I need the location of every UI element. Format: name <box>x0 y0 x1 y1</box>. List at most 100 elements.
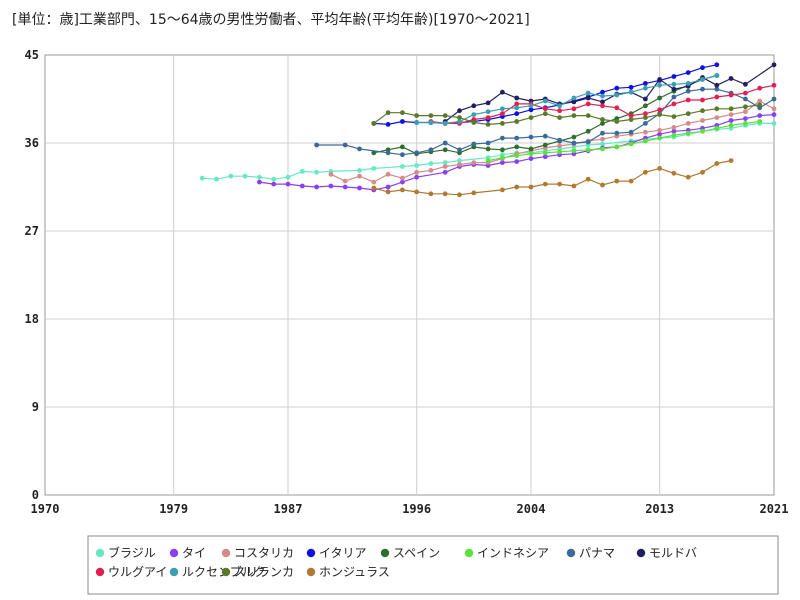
data-point <box>728 118 734 123</box>
legend-marker <box>169 548 179 558</box>
legend: ブラジルタイコスタリカイタリアスペインインドネシアパナマモルドバウルグアイルクセ… <box>95 545 697 579</box>
data-point <box>500 160 505 166</box>
data-point <box>514 111 520 117</box>
plot-area <box>44 54 775 496</box>
data-point <box>314 184 319 190</box>
data-point <box>671 132 677 138</box>
legend-item: ホンジュラス <box>306 565 390 579</box>
data-point <box>714 86 720 92</box>
data-point <box>542 133 548 139</box>
data-point <box>314 169 319 175</box>
data-point <box>700 169 705 175</box>
data-point <box>657 77 662 82</box>
data-point <box>743 121 748 126</box>
data-point <box>357 173 362 179</box>
data-point <box>600 121 605 126</box>
legend-marker <box>464 548 474 558</box>
data-point <box>571 134 577 140</box>
data-point <box>528 151 534 157</box>
x-tick-label: 1970 <box>31 502 60 516</box>
data-point <box>242 173 248 179</box>
data-point <box>342 142 348 148</box>
data-point <box>628 129 634 135</box>
data-point <box>757 102 763 108</box>
data-point <box>571 95 577 101</box>
data-point <box>500 111 505 117</box>
data-point <box>457 147 462 153</box>
data-point <box>571 113 577 118</box>
data-point <box>628 178 634 184</box>
data-point <box>457 115 462 120</box>
data-point <box>643 138 648 144</box>
data-point <box>442 169 448 175</box>
data-point <box>342 184 348 190</box>
data-point <box>757 113 763 118</box>
data-point <box>485 146 491 152</box>
data-point <box>557 143 562 149</box>
data-point <box>357 168 362 173</box>
data-point <box>442 113 448 118</box>
data-point <box>485 109 491 115</box>
data-point <box>600 89 605 95</box>
legend-item: イタリア <box>306 546 367 560</box>
data-point <box>728 112 734 117</box>
data-point <box>299 183 305 189</box>
data-point <box>571 183 577 189</box>
data-point <box>585 128 591 134</box>
data-point <box>442 191 448 197</box>
data-point <box>471 103 477 109</box>
data-point <box>728 158 734 164</box>
data-point <box>514 119 520 124</box>
y-tick-label: 36 <box>25 136 39 150</box>
data-point <box>743 116 748 121</box>
data-point <box>400 164 405 169</box>
data-point <box>685 70 691 75</box>
data-point <box>714 82 720 88</box>
data-point <box>685 121 691 126</box>
data-point <box>600 141 605 147</box>
data-point <box>571 140 577 146</box>
series-line <box>330 100 775 183</box>
data-point <box>743 109 748 115</box>
data-point <box>428 168 434 173</box>
data-point <box>714 62 720 68</box>
data-point <box>685 81 691 86</box>
data-point <box>442 140 448 146</box>
legend-item: インドネシア <box>464 546 549 560</box>
x-tick-label: 1979 <box>159 502 188 516</box>
data-point <box>585 95 591 101</box>
data-point <box>614 85 620 91</box>
data-point <box>700 86 705 92</box>
data-point <box>671 94 677 100</box>
data-point <box>643 121 648 126</box>
data-point <box>671 74 677 79</box>
x-tick-label: 2013 <box>645 502 674 516</box>
data-point <box>757 119 763 124</box>
legend-item: スリランカ <box>221 565 294 579</box>
data-point <box>528 115 534 120</box>
data-point <box>671 81 677 87</box>
data-point <box>628 117 634 122</box>
data-point <box>400 144 405 150</box>
data-point <box>771 106 777 112</box>
data-point <box>643 85 648 91</box>
data-point <box>585 139 591 145</box>
data-point <box>657 82 662 88</box>
legend-label: スリランカ <box>234 565 294 579</box>
legend-label: ホンジュラス <box>319 565 390 579</box>
data-point <box>542 154 548 160</box>
legend-item: タイ <box>169 546 206 560</box>
data-point <box>528 146 534 152</box>
legend-label: スペイン <box>393 546 440 560</box>
axis-ticks: 1970 1979 1987 1996 2004 2013 2021 0 9 18 27 36 45 <box>25 48 789 516</box>
data-point <box>442 164 448 169</box>
legend-label: インドネシア <box>477 546 549 560</box>
data-point <box>500 135 505 141</box>
data-point <box>414 169 419 175</box>
data-point <box>428 120 434 125</box>
data-point <box>528 103 534 109</box>
data-point <box>542 181 548 187</box>
data-point <box>357 146 362 152</box>
legend-marker <box>221 567 231 577</box>
data-point <box>685 88 691 94</box>
